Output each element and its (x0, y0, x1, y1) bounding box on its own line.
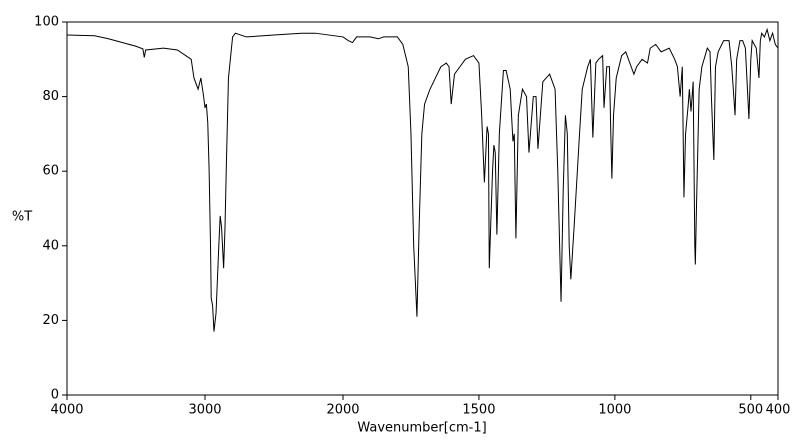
x-tick-label: 3000 (188, 403, 221, 418)
y-tick-label: 100 (34, 15, 59, 30)
plot-frame (66, 21, 779, 396)
x-tick-label: 1000 (598, 403, 631, 418)
x-tick-label: 4000 (50, 403, 83, 418)
x-axis-label: Wavenumber[cm-1] (357, 421, 486, 436)
x-tick-label: 1500 (462, 403, 495, 418)
y-tick-label: 40 (42, 238, 59, 253)
y-tick-label: 0 (51, 388, 59, 403)
x-tick-label: 500 (738, 403, 763, 418)
y-axis-label: %T (12, 210, 32, 225)
x-tick-label: 400 (766, 403, 791, 418)
y-tick-label: 80 (42, 89, 59, 104)
spectrum-line (66, 27, 779, 332)
y-tick-label: 20 (42, 313, 59, 328)
y-tick-label: 60 (42, 164, 59, 179)
x-tick-label: 2000 (326, 403, 359, 418)
